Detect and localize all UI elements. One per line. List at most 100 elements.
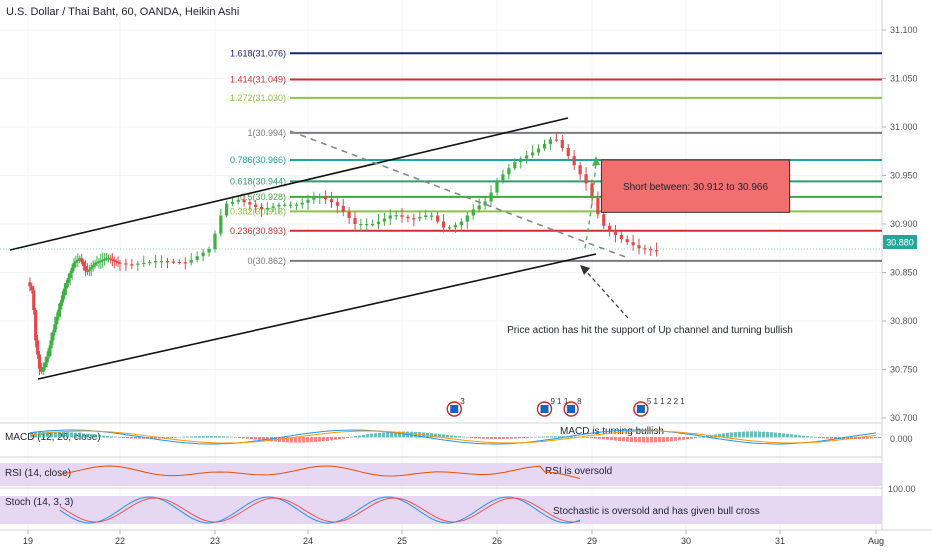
macd-histogram-bar xyxy=(262,437,265,441)
macd-histogram-bar xyxy=(590,437,593,439)
event-flag-icon[interactable]: 5 1 1 2 2 1 xyxy=(633,397,685,417)
candle-body xyxy=(341,205,345,212)
event-flag-icon[interactable]: 8 xyxy=(563,397,582,417)
downtrend-dashed-line[interactable] xyxy=(289,130,629,259)
candle-body xyxy=(35,340,40,355)
macd-histogram-bar xyxy=(334,437,337,440)
date-tick-label: 19 xyxy=(23,536,33,546)
macd-histogram-bar xyxy=(678,437,681,441)
macd-histogram-bar xyxy=(86,433,89,438)
candle-body xyxy=(596,198,600,215)
macd-histogram-bar xyxy=(430,433,433,438)
candle-body xyxy=(189,259,193,263)
channel-lower-line[interactable] xyxy=(37,253,597,380)
rsi-title: RSI (14, close) xyxy=(5,468,71,479)
price-tick-label: 31.000 xyxy=(890,122,918,132)
candles-layer xyxy=(28,132,659,376)
event-count: 3 xyxy=(460,397,465,406)
macd-histogram-bar xyxy=(382,432,385,438)
macd-histogram-bar xyxy=(58,431,61,438)
macd-histogram-bar xyxy=(450,435,453,438)
candle-body xyxy=(124,263,128,265)
candle-body xyxy=(459,221,463,226)
candle-body xyxy=(277,204,281,207)
candle-body xyxy=(436,215,440,222)
macd-histogram-bar xyxy=(106,436,109,438)
macd-histogram-bar xyxy=(394,431,397,438)
macd-histogram-bar xyxy=(554,436,557,438)
candle-body xyxy=(159,261,164,263)
candle-body xyxy=(602,214,606,226)
macd-histogram-bar xyxy=(246,437,249,439)
macd-histogram-bar xyxy=(226,436,229,438)
candle-body xyxy=(353,217,357,224)
price-tick-label: 31.050 xyxy=(890,74,918,84)
candle-body xyxy=(590,183,594,199)
candle-body xyxy=(219,215,223,234)
event-flag-icon[interactable]: 3 xyxy=(446,397,465,417)
candle-body xyxy=(37,354,42,369)
macd-histogram-bar xyxy=(538,436,541,438)
channel-upper-line[interactable] xyxy=(9,117,569,251)
macd-histogram-bar xyxy=(330,437,333,441)
macd-histogram-bar xyxy=(558,436,561,438)
candle-body xyxy=(495,180,499,193)
stoch-note: Stochastic is oversold and has given bul… xyxy=(553,506,760,517)
stoch-panel[interactable]: Stoch (14, 3, 3) Stochastic is oversold … xyxy=(0,484,916,524)
rsi-band xyxy=(0,463,882,486)
last-price-badge xyxy=(883,235,917,249)
candle-body xyxy=(99,260,103,262)
time-scale[interactable]: 19 22 23 24 25 26 29 30 31 Aug xyxy=(23,530,884,546)
candle-body xyxy=(525,155,529,159)
macd-histogram-bar xyxy=(834,437,837,439)
macd-histogram-bar xyxy=(694,437,697,439)
candle-body xyxy=(130,264,134,266)
candle-body xyxy=(177,261,181,264)
candle-body xyxy=(542,143,547,149)
candle-body xyxy=(58,302,63,310)
stoch-series xyxy=(59,496,581,524)
macd-histogram-bar xyxy=(238,437,241,438)
macd-histogram-bar xyxy=(642,437,645,443)
candle-body xyxy=(613,230,618,235)
event-flag-icon[interactable]: 9 1 1 xyxy=(536,397,569,417)
projection-arrow xyxy=(584,159,597,249)
candle-body xyxy=(78,258,82,260)
macd-histogram-bar xyxy=(442,434,445,438)
fib-level-label: 1(30.994) xyxy=(247,128,286,138)
candle-body xyxy=(108,258,113,260)
fib-level-label: 0.618(30.944) xyxy=(230,176,286,186)
macd-histogram-bar xyxy=(638,437,641,443)
macd-histogram-bar xyxy=(234,437,237,438)
macd-histogram-bar xyxy=(134,437,137,439)
macd-histogram-bar xyxy=(586,437,589,438)
macd-histogram-bar xyxy=(794,434,797,438)
candle-body xyxy=(91,265,95,268)
economic-events[interactable]: 3 9 1 1 8 5 1 1 2 2 1 xyxy=(446,397,685,417)
candle-body xyxy=(566,148,570,157)
candle-body xyxy=(106,258,111,260)
candle-body xyxy=(225,203,229,216)
macd-histogram-bar xyxy=(858,437,861,439)
macd-histogram-bar xyxy=(398,431,401,438)
macd-histogram-bar xyxy=(70,432,73,438)
short-zone-box[interactable] xyxy=(600,159,791,213)
macd-panel[interactable]: MACD (12, 26, close) MACD is turning bul… xyxy=(0,422,913,445)
candle-body xyxy=(507,168,511,175)
stoch-k-line xyxy=(59,496,581,524)
candle-body xyxy=(637,245,641,249)
macd-histogram-bar xyxy=(762,431,765,438)
candle-body xyxy=(118,262,122,264)
macd-histogram-bar xyxy=(522,437,525,439)
price-scale[interactable]: 31.100 31.050 31.000 30.950 30.900 30.850 30.8… xyxy=(882,25,918,423)
candle-body xyxy=(554,139,558,141)
candle-body xyxy=(81,261,86,267)
macd-histogram-bar xyxy=(142,437,145,439)
candle-body xyxy=(207,248,211,253)
candle-body xyxy=(101,259,105,262)
candle-body xyxy=(57,309,61,317)
macd-histogram-bar xyxy=(874,437,877,439)
rsi-panel[interactable]: RSI (14, close) RSI is oversold xyxy=(0,456,882,486)
